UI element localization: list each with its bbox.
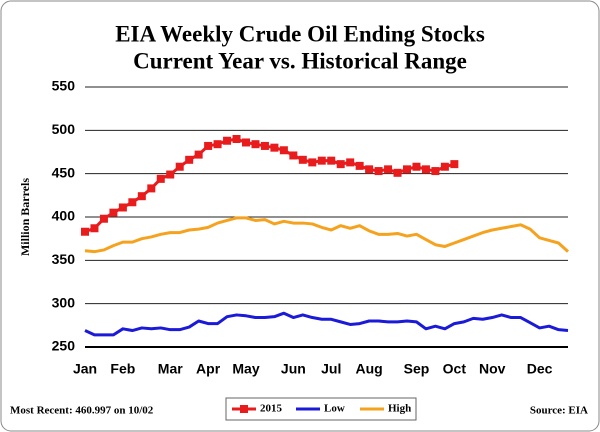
x-tick-label: Dec bbox=[527, 361, 553, 377]
y-tick-label: 500 bbox=[52, 121, 76, 137]
series-marker bbox=[374, 167, 383, 176]
series-marker bbox=[242, 138, 250, 147]
series-marker bbox=[128, 198, 137, 207]
series-marker bbox=[175, 162, 184, 171]
legend-label: Low bbox=[324, 403, 345, 415]
series-marker bbox=[194, 150, 203, 159]
series-marker bbox=[137, 192, 146, 201]
series-marker bbox=[147, 184, 156, 193]
x-tick-label: Jan bbox=[73, 361, 97, 377]
series-marker bbox=[431, 167, 440, 176]
x-tick-label: Jul bbox=[321, 361, 341, 377]
x-tick-label: Feb bbox=[110, 361, 135, 377]
series-marker bbox=[99, 214, 108, 223]
legend-label: High bbox=[388, 403, 411, 415]
series-line bbox=[84, 137, 455, 234]
legend bbox=[225, 397, 417, 421]
series-marker bbox=[298, 155, 307, 164]
y-tick-label: 400 bbox=[52, 208, 76, 224]
series-marker bbox=[308, 158, 317, 167]
series-marker bbox=[81, 227, 89, 236]
series-marker bbox=[185, 155, 194, 164]
y-tick-label: 300 bbox=[52, 294, 76, 310]
series-marker bbox=[270, 143, 279, 152]
series-marker bbox=[109, 208, 118, 217]
series-line bbox=[84, 216, 570, 254]
y-axis-label: Million Barrels bbox=[18, 178, 32, 256]
x-tick-label: Aug bbox=[356, 361, 383, 377]
series-marker bbox=[223, 136, 232, 145]
legend-marker bbox=[240, 405, 248, 413]
series-marker bbox=[346, 158, 355, 167]
series-marker bbox=[450, 160, 459, 169]
series-marker bbox=[412, 162, 421, 171]
y-tick-label: 350 bbox=[52, 251, 76, 267]
series-marker bbox=[384, 165, 393, 174]
series-marker bbox=[289, 151, 298, 160]
y-tick-label: 450 bbox=[52, 164, 76, 180]
series-marker bbox=[118, 203, 127, 212]
footer-right: Source: EIA bbox=[530, 405, 588, 417]
x-tick-label: Sep bbox=[404, 361, 430, 377]
x-tick-label: Apr bbox=[196, 361, 221, 377]
series-marker bbox=[421, 165, 430, 174]
series-marker bbox=[232, 135, 241, 143]
series-marker bbox=[327, 156, 336, 165]
y-tick-label: 550 bbox=[52, 78, 76, 94]
x-tick-label: Oct bbox=[443, 361, 467, 377]
series-marker bbox=[213, 140, 222, 149]
series-marker bbox=[204, 141, 213, 150]
series-marker bbox=[403, 165, 411, 174]
series-marker bbox=[393, 168, 402, 177]
series-marker bbox=[156, 174, 165, 183]
y-tick-label: 250 bbox=[52, 338, 76, 354]
series-marker bbox=[260, 141, 269, 150]
x-tick-label: May bbox=[232, 361, 259, 377]
series-marker bbox=[440, 162, 449, 171]
series-line bbox=[84, 311, 569, 337]
series-marker bbox=[365, 165, 374, 174]
x-tick-label: Jun bbox=[281, 361, 306, 377]
legend-label: 2015 bbox=[260, 403, 283, 415]
chart-title: EIA Weekly Crude Oil Ending Stocks bbox=[115, 21, 485, 46]
chart-subtitle: Current Year vs. Historical Range bbox=[133, 48, 467, 73]
x-tick-label: Mar bbox=[158, 361, 183, 377]
series-marker bbox=[279, 146, 288, 155]
series-marker bbox=[166, 170, 175, 179]
footer-left: Most Recent: 460.997 on 10/02 bbox=[10, 405, 154, 417]
x-tick-label: Nov bbox=[479, 361, 506, 377]
series-marker bbox=[355, 161, 364, 170]
series-marker bbox=[336, 160, 345, 169]
series-marker bbox=[317, 156, 326, 165]
series-marker bbox=[90, 224, 99, 233]
series-marker bbox=[251, 140, 260, 149]
